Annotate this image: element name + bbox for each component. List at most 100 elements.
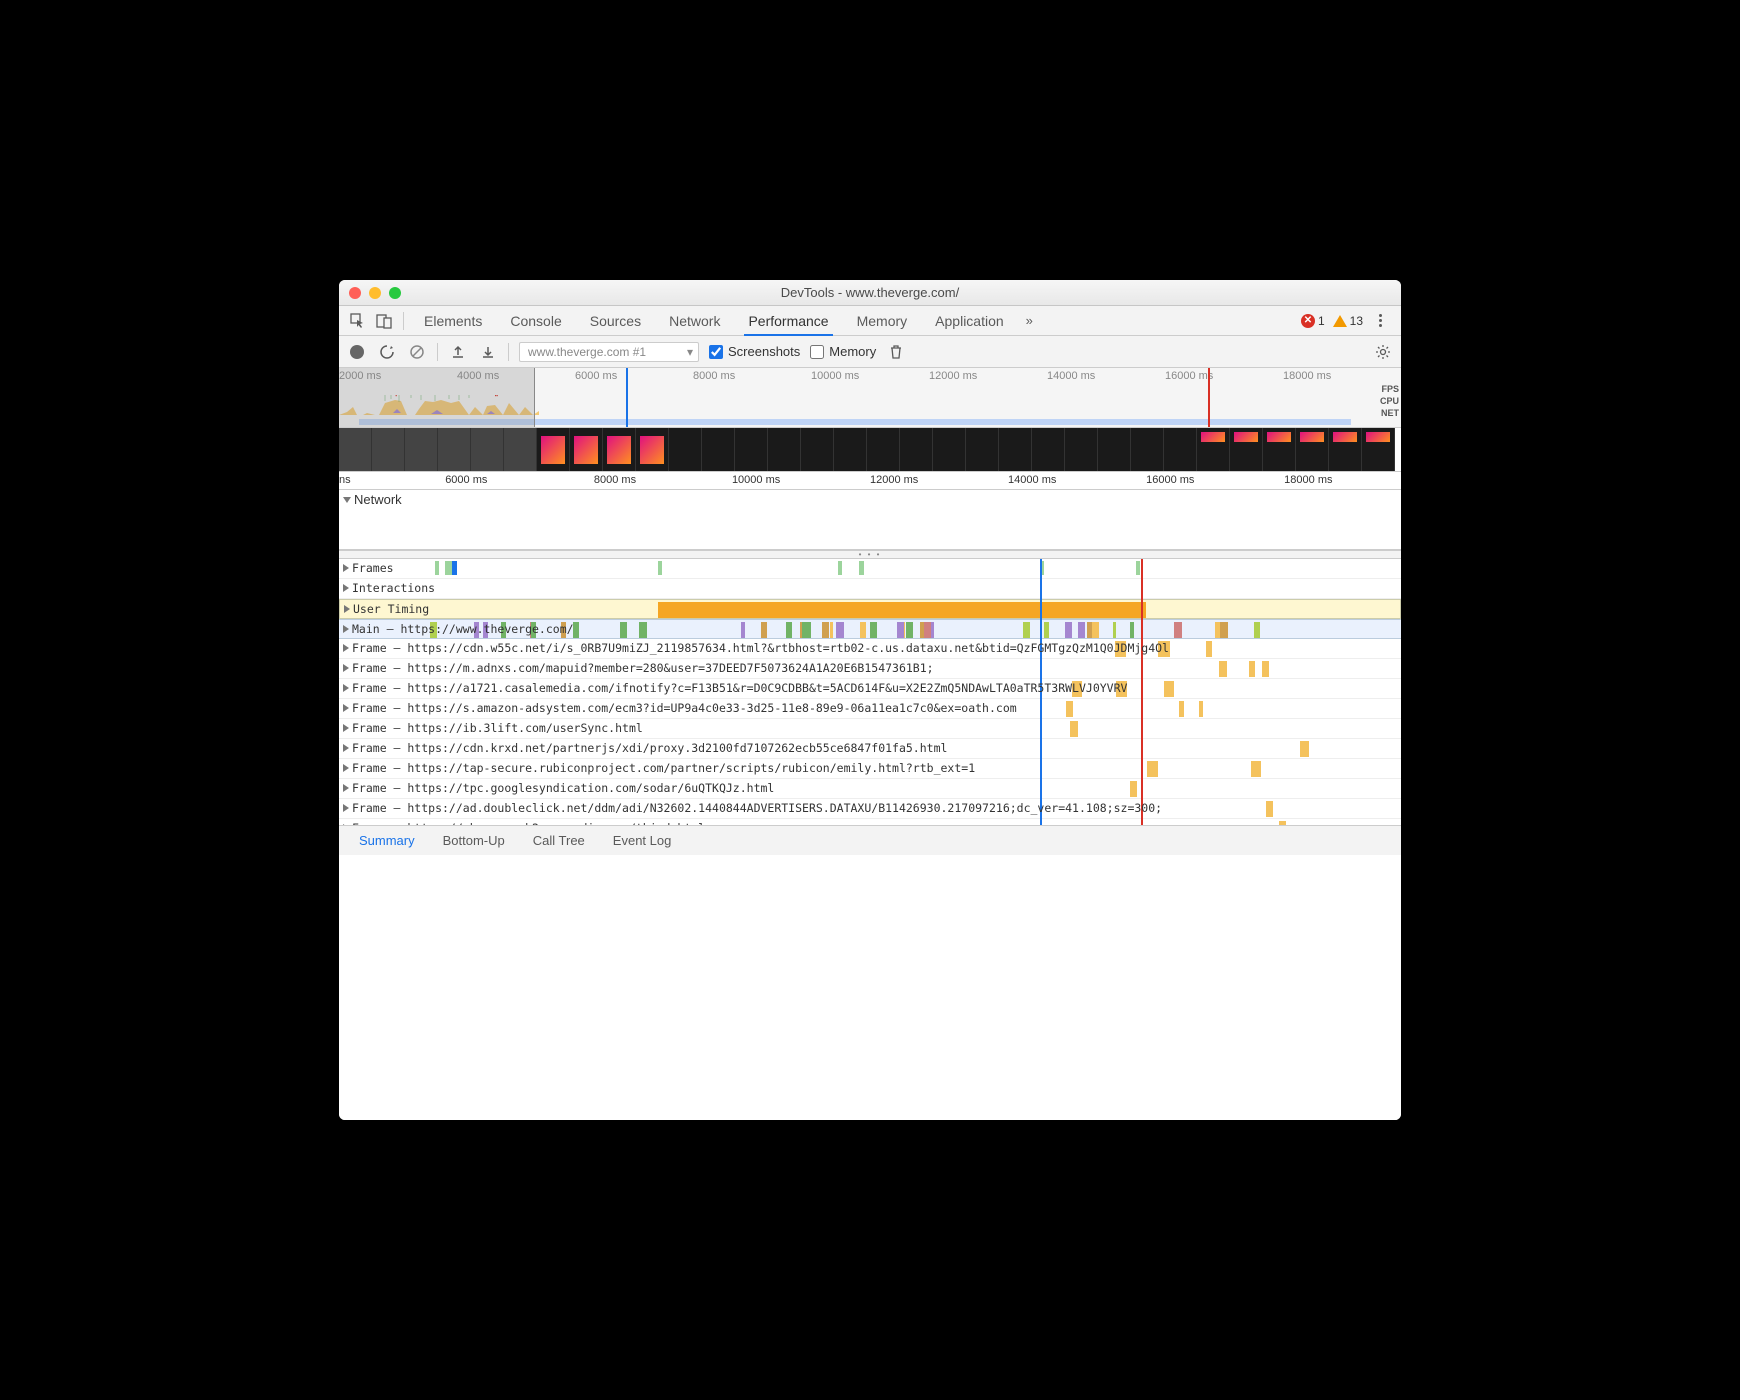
memory-checkbox-label[interactable]: Memory bbox=[810, 344, 876, 359]
more-options-button[interactable] bbox=[1371, 314, 1389, 327]
screenshots-checkbox-label[interactable]: Screenshots bbox=[709, 344, 800, 359]
filmstrip-thumb[interactable] bbox=[636, 428, 669, 472]
screenshots-checkbox[interactable] bbox=[709, 345, 723, 359]
tab-application[interactable]: Application bbox=[921, 306, 1018, 335]
filmstrip-thumb[interactable] bbox=[1263, 428, 1296, 472]
tab-memory[interactable]: Memory bbox=[843, 306, 922, 335]
flame-event[interactable] bbox=[1130, 622, 1134, 638]
zoom-window-button[interactable] bbox=[389, 287, 401, 299]
filmstrip-thumb[interactable] bbox=[1230, 428, 1263, 472]
network-track[interactable]: Network bbox=[339, 490, 1401, 550]
disclosure-triangle[interactable] bbox=[343, 644, 349, 652]
flame-event[interactable] bbox=[1279, 821, 1287, 825]
details-tab-bottom-up[interactable]: Bottom-Up bbox=[429, 826, 519, 855]
flame-event[interactable] bbox=[761, 622, 767, 638]
filmstrip-thumb[interactable] bbox=[735, 428, 768, 472]
tab-sources[interactable]: Sources bbox=[576, 306, 655, 335]
track-row[interactable]: Frame — https://ib.3lift.com/userSync.ht… bbox=[339, 719, 1401, 739]
filmstrip-thumb[interactable] bbox=[1131, 428, 1164, 472]
disclosure-triangle[interactable] bbox=[343, 664, 349, 672]
recording-select[interactable]: www.theverge.com #1 bbox=[519, 342, 699, 362]
flame-event[interactable] bbox=[1249, 661, 1255, 677]
disclosure-triangle[interactable] bbox=[343, 824, 349, 825]
save-profile-button[interactable] bbox=[478, 345, 498, 359]
flame-event[interactable] bbox=[924, 622, 931, 638]
disclosure-triangle[interactable] bbox=[343, 564, 349, 572]
details-tab-summary[interactable]: Summary bbox=[345, 826, 429, 855]
track-row[interactable]: Interactions bbox=[339, 579, 1401, 599]
filmstrip-thumb[interactable] bbox=[1032, 428, 1065, 472]
capture-settings-button[interactable] bbox=[1373, 344, 1393, 360]
filmstrip-thumb[interactable] bbox=[438, 428, 471, 472]
disclosure-triangle[interactable] bbox=[343, 724, 349, 732]
flame-event[interactable] bbox=[1164, 681, 1174, 697]
filmstrip-thumb[interactable] bbox=[999, 428, 1032, 472]
disclosure-triangle[interactable] bbox=[343, 764, 349, 772]
filmstrip-thumb[interactable] bbox=[1329, 428, 1362, 472]
flame-event[interactable] bbox=[1070, 721, 1078, 737]
error-badge[interactable]: ✕ 1 bbox=[1301, 314, 1325, 328]
warning-badge[interactable]: 13 bbox=[1333, 314, 1363, 328]
overview-selection-handle[interactable] bbox=[626, 368, 1210, 427]
track-row[interactable]: Frame — https://cdn.w55c.net/i/s_0RB7U9m… bbox=[339, 639, 1401, 659]
filmstrip-thumb[interactable] bbox=[504, 428, 537, 472]
flame-event[interactable] bbox=[639, 622, 647, 638]
flame-event[interactable] bbox=[1199, 701, 1202, 717]
memory-checkbox[interactable] bbox=[810, 345, 824, 359]
filmstrip-thumb[interactable] bbox=[1296, 428, 1329, 472]
flame-event[interactable] bbox=[1044, 622, 1049, 638]
disclosure-triangle[interactable] bbox=[343, 497, 351, 503]
record-button[interactable] bbox=[347, 345, 367, 359]
flame-event[interactable] bbox=[802, 622, 810, 638]
filmstrip-thumb[interactable] bbox=[1065, 428, 1098, 472]
flame-event[interactable] bbox=[1065, 622, 1072, 638]
track-row[interactable]: Frame — https://s.amazon-adsystem.com/ec… bbox=[339, 699, 1401, 719]
clear-button[interactable] bbox=[407, 344, 427, 360]
tab-network[interactable]: Network bbox=[655, 306, 734, 335]
flame-event[interactable] bbox=[786, 622, 793, 638]
flame-event[interactable] bbox=[830, 622, 834, 638]
filmstrip-thumb[interactable] bbox=[768, 428, 801, 472]
flame-event[interactable] bbox=[1078, 622, 1085, 638]
disclosure-triangle[interactable] bbox=[343, 625, 349, 633]
close-window-button[interactable] bbox=[349, 287, 361, 299]
flame-event[interactable] bbox=[906, 622, 913, 638]
tabs-overflow-button[interactable]: » bbox=[1018, 313, 1041, 328]
track-row[interactable]: Frame — https://phonograph2.voxmedia.com… bbox=[339, 819, 1401, 825]
flame-event[interactable] bbox=[1113, 622, 1116, 638]
flame-event[interactable] bbox=[1147, 761, 1158, 777]
track-row[interactable]: Frame — https://tpc.googlesyndication.co… bbox=[339, 779, 1401, 799]
track-row[interactable]: Frame — https://ad.doubleclick.net/ddm/a… bbox=[339, 799, 1401, 819]
flame-event[interactable] bbox=[1179, 701, 1184, 717]
flame-event[interactable] bbox=[870, 622, 878, 638]
filmstrip-thumb[interactable] bbox=[933, 428, 966, 472]
filmstrip-thumb[interactable] bbox=[405, 428, 438, 472]
disclosure-triangle[interactable] bbox=[343, 584, 349, 592]
inspect-element-icon[interactable] bbox=[345, 313, 371, 329]
filmstrip-thumb[interactable] bbox=[339, 428, 372, 472]
filmstrip-thumb[interactable] bbox=[900, 428, 933, 472]
flame-event[interactable] bbox=[1023, 622, 1030, 638]
flame-event[interactable] bbox=[1251, 761, 1260, 777]
flame-event[interactable] bbox=[1254, 622, 1260, 638]
tab-performance[interactable]: Performance bbox=[734, 306, 842, 335]
track-row[interactable]: Frame — https://a1721.casalemedia.com/if… bbox=[339, 679, 1401, 699]
flame-event[interactable] bbox=[1130, 781, 1137, 797]
disclosure-triangle[interactable] bbox=[343, 784, 349, 792]
filmstrip-thumb[interactable] bbox=[372, 428, 405, 472]
delete-profile-button[interactable] bbox=[886, 344, 906, 360]
minimize-window-button[interactable] bbox=[369, 287, 381, 299]
track-row[interactable]: Frame — https://tap-secure.rubiconprojec… bbox=[339, 759, 1401, 779]
reload-button[interactable] bbox=[377, 344, 397, 360]
filmstrip-thumb[interactable] bbox=[603, 428, 636, 472]
load-profile-button[interactable] bbox=[448, 345, 468, 359]
flame-event[interactable] bbox=[860, 622, 866, 638]
filmstrip-thumb[interactable] bbox=[537, 428, 570, 472]
flame-event[interactable] bbox=[1300, 741, 1309, 757]
details-tab-call-tree[interactable]: Call Tree bbox=[519, 826, 599, 855]
pane-splitter[interactable]: • • • bbox=[339, 550, 1401, 559]
track-row[interactable]: Frames bbox=[339, 559, 1401, 579]
detail-ruler[interactable]: ns6000 ms8000 ms10000 ms12000 ms14000 ms… bbox=[339, 472, 1401, 490]
filmstrip-thumb[interactable] bbox=[669, 428, 702, 472]
disclosure-triangle[interactable] bbox=[344, 605, 350, 613]
